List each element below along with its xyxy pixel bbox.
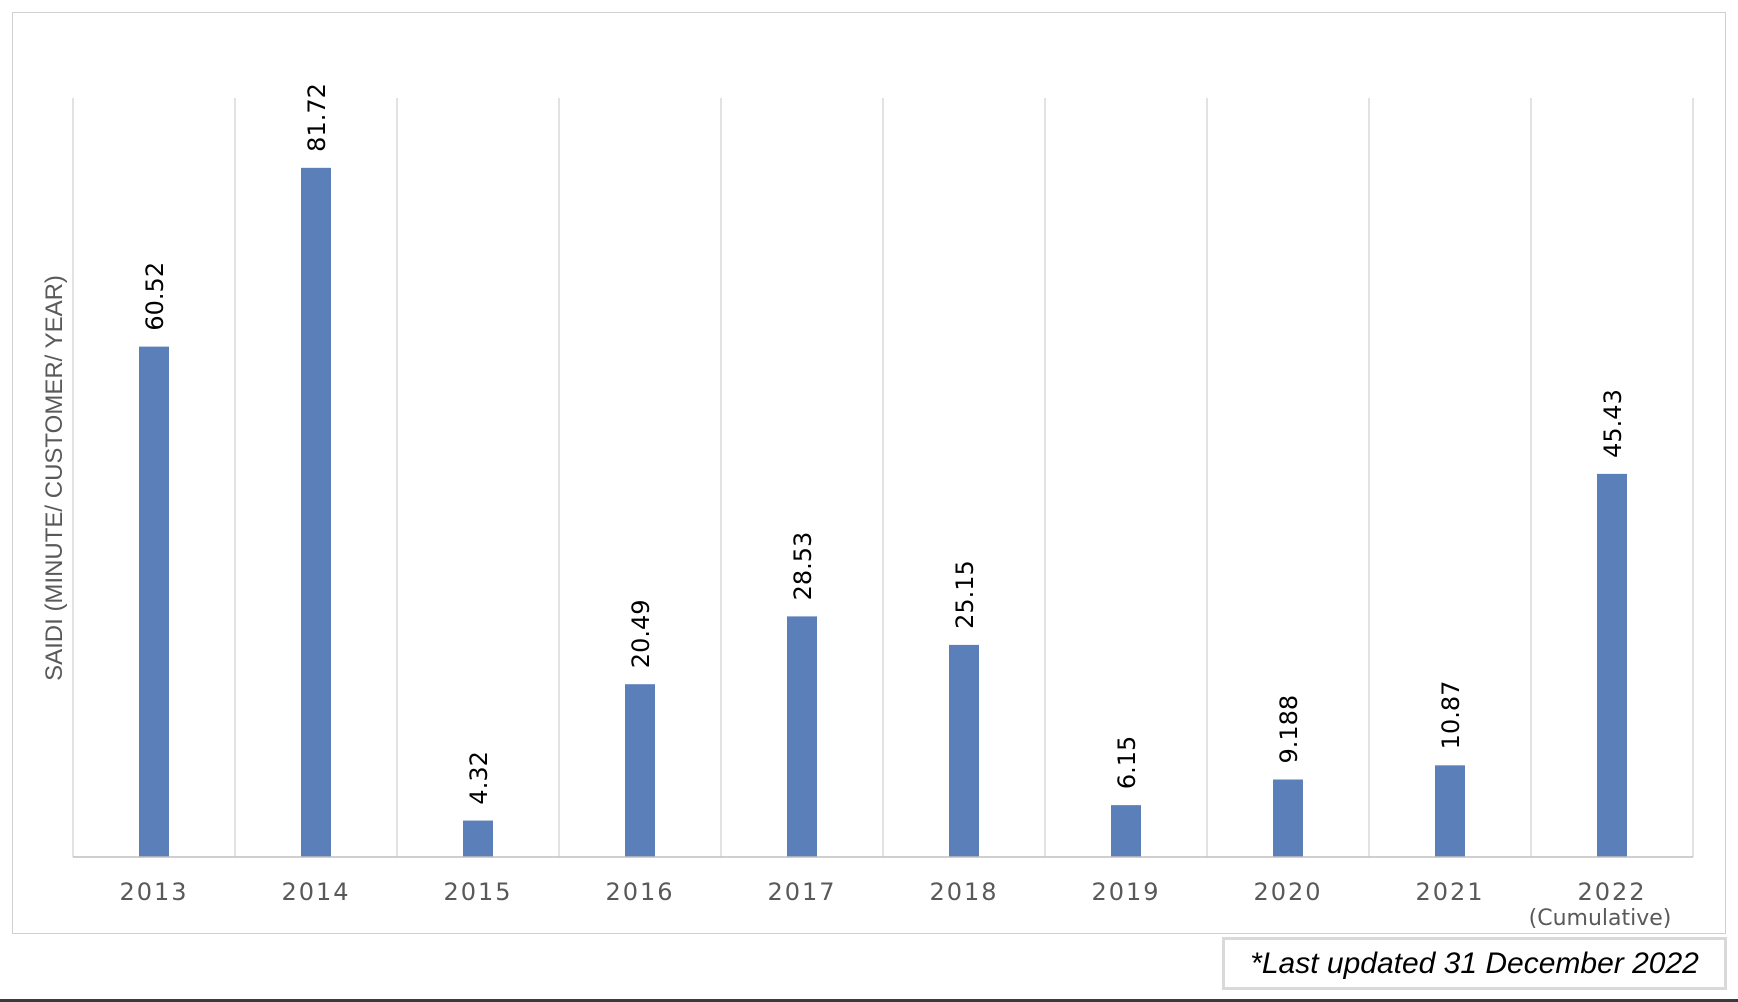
x-tick-label: 2019 xyxy=(1091,878,1160,906)
footnote-box: *Last updated 31 December 2022 xyxy=(1222,937,1727,990)
data-label-2015: 4.32 xyxy=(465,751,493,804)
bar-2021 xyxy=(1435,765,1465,857)
bottom-divider xyxy=(0,999,1738,1002)
bar-2014 xyxy=(301,167,331,857)
x-tick-label: 2015 xyxy=(443,878,512,906)
footnote-text: *Last updated 31 December 2022 xyxy=(1250,946,1699,980)
data-labels: 60.52 81.72 4.32 20.49 28.53 25.15 6.15 9.188 10… xyxy=(141,83,1627,804)
data-label-2022: 45.43 xyxy=(1599,389,1627,458)
x-tick-label: 2022 xyxy=(1577,878,1646,906)
data-label-2016: 20.49 xyxy=(627,599,655,668)
x-tick-label: 2013 xyxy=(119,878,188,906)
x-axis: 2013 2014 2015 2016 2017 2018 2019 2020 2021 2022… xyxy=(73,856,1693,931)
grid-lines xyxy=(72,98,1694,857)
data-label-2018: 25.15 xyxy=(951,560,979,629)
bar-2018 xyxy=(949,644,979,857)
bar-2022 xyxy=(1597,473,1627,857)
data-label-2017: 28.53 xyxy=(789,532,817,601)
data-label-2020: 9.188 xyxy=(1275,695,1303,764)
x-tick-label: 2020 xyxy=(1253,878,1322,906)
bars xyxy=(139,167,1627,857)
data-label-2013: 60.52 xyxy=(141,262,169,331)
bar-2016 xyxy=(625,684,655,857)
data-label-2021: 10.87 xyxy=(1437,681,1465,750)
bar-2017 xyxy=(787,616,817,857)
x-tick-label: 2021 xyxy=(1415,878,1484,906)
bar-2020 xyxy=(1273,779,1303,857)
data-label-2014: 81.72 xyxy=(303,83,331,152)
bar-2013 xyxy=(139,346,169,857)
y-axis-title: SAIDI (MINUTE/ CUSTOMER/ YEAR) xyxy=(41,275,68,681)
x-tick-label: 2014 xyxy=(281,878,350,906)
x-tick-label: 2018 xyxy=(929,878,998,906)
bar-2019 xyxy=(1111,805,1141,857)
bar-2015 xyxy=(463,820,493,857)
data-label-2019: 6.15 xyxy=(1113,736,1141,789)
x-tick-label: 2017 xyxy=(767,878,836,906)
x-tick-sublabel: (Cumulative) xyxy=(1529,906,1672,931)
x-tick-label: 2016 xyxy=(605,878,674,906)
